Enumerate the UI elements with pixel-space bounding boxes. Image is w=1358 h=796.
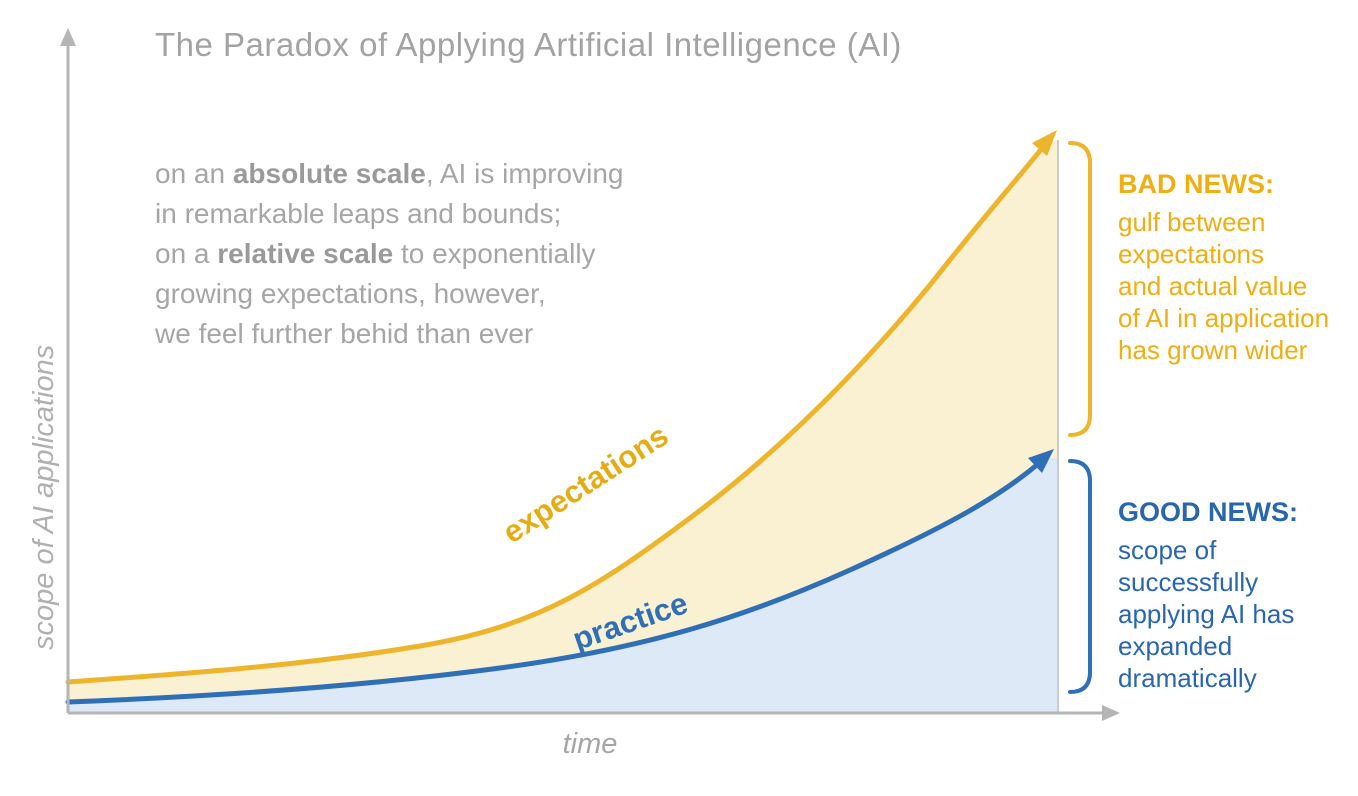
annotation-line-3: on a relative scale to exponentially <box>155 238 596 269</box>
chart-title: The Paradox of Applying Artificial Intel… <box>155 26 902 63</box>
bad-news-block: BAD NEWS: gulf between expectations and … <box>1118 168 1354 366</box>
bad-news-heading: BAD NEWS: <box>1118 169 1274 199</box>
annotation-bold-relative-scale: relative scale <box>217 238 394 269</box>
bad-news-bracket <box>1068 141 1092 437</box>
annotation-line-2: in remarkable leaps and bounds; <box>155 198 562 229</box>
y-axis-arrowhead-icon <box>60 28 76 46</box>
practice-arrowhead-icon <box>1028 449 1054 473</box>
good-news-line: dramatically <box>1118 663 1257 693</box>
bad-news-line: expectations <box>1118 239 1264 269</box>
annotation-line-5: we feel further behid than ever <box>155 318 534 349</box>
expectations-area <box>68 140 1058 712</box>
good-news-line: successfully <box>1118 567 1259 597</box>
bad-news-line: has grown wider <box>1118 335 1308 365</box>
x-axis-label: time <box>562 728 618 760</box>
bad-news-line: gulf between <box>1118 207 1266 237</box>
practice-curve <box>65 461 1041 705</box>
annotation-bold-absolute-scale: absolute scale <box>232 158 426 189</box>
bad-news-line: of AI in application <box>1118 303 1330 333</box>
expectations-arrowhead-icon <box>1032 130 1057 156</box>
annotation-line-4: growing expectations, however, <box>155 278 546 309</box>
good-news-block: GOOD NEWS: scope of successfully applyin… <box>1118 496 1354 694</box>
good-news-line: expanded <box>1118 631 1233 661</box>
x-axis-arrowhead-icon <box>1102 705 1120 721</box>
good-news-line: applying AI has <box>1118 599 1295 629</box>
annotation-line-1: on an absolute scale, AI is improving <box>155 158 624 189</box>
practice-area <box>68 458 1058 712</box>
expectations-curve <box>65 144 1046 685</box>
good-news-heading: GOOD NEWS: <box>1118 497 1298 527</box>
bad-news-line: and actual value <box>1118 271 1308 301</box>
good-news-bracket <box>1068 459 1092 694</box>
annotation-text: on an absolute scale, AI is improving in… <box>155 154 623 354</box>
y-axis-label: scope of AI applications <box>28 344 60 650</box>
good-news-line: scope of <box>1118 535 1217 565</box>
